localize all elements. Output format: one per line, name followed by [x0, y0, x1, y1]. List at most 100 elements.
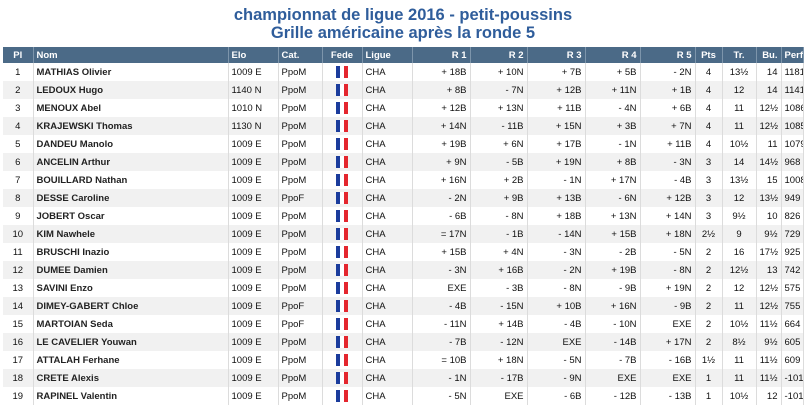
column-header: Bu.: [756, 47, 782, 63]
cell: 10½: [722, 135, 757, 153]
cell: 12: [3, 261, 34, 279]
table-row: 17 ATTALAH Ferhane 1009 E PpoM CHA = 10B + 18N…: [3, 351, 804, 369]
cell: 4: [695, 81, 723, 99]
cell: 1181: [781, 63, 804, 81]
cell: + 16N: [585, 297, 641, 315]
table-row: 6 ANCELIN Arthur 1009 E PpoM CHA + 9N - 5B + 19…: [3, 153, 804, 171]
cell: - 16B: [640, 351, 696, 369]
flag-icon: [336, 228, 348, 240]
cell: 12: [756, 387, 782, 405]
fede-cell: [322, 279, 363, 297]
cell: 15: [756, 171, 782, 189]
cell: + 15B: [585, 225, 641, 243]
cell: 13½: [756, 189, 782, 207]
cell: - 15N: [470, 297, 528, 315]
cell: PpoM: [278, 387, 323, 405]
cell: + 7B: [527, 63, 586, 81]
cell: - 6B: [412, 207, 471, 225]
flag-icon: [336, 156, 348, 168]
cell: 11½: [756, 315, 782, 333]
cell: 1½: [695, 351, 723, 369]
cell: - 5N: [640, 243, 696, 261]
cell: + 9N: [412, 153, 471, 171]
table-row: 7 BOUILLARD Nathan 1009 E PpoM CHA + 16N + 2B -…: [3, 171, 804, 189]
cell: - 8N: [640, 261, 696, 279]
cell: 609: [781, 351, 804, 369]
cell: + 8B: [585, 153, 641, 171]
cell: 12½: [756, 117, 782, 135]
cell: 1009 E: [228, 387, 279, 405]
cell: - 2N: [412, 189, 471, 207]
fede-cell: [322, 387, 363, 405]
cell: CHA: [362, 387, 413, 405]
flag-icon: [336, 354, 348, 366]
cell: - 3N: [412, 261, 471, 279]
cell: = 10B: [412, 351, 471, 369]
column-header: Elo: [228, 47, 279, 63]
cell: - 11N: [412, 315, 471, 333]
table-row: 3 MENOUX Abel 1010 N PpoM CHA + 12B + 13N + 11B…: [3, 99, 804, 117]
player-name: ATTALAH Ferhane: [33, 351, 229, 369]
cell: 1009 E: [228, 189, 279, 207]
cell: -101: [781, 387, 804, 405]
cell: 2: [695, 243, 723, 261]
cell: - 10N: [585, 315, 641, 333]
column-header: R 1: [412, 47, 471, 63]
cell: PpoM: [278, 243, 323, 261]
cell: + 19B: [585, 261, 641, 279]
cell: 1010 N: [228, 99, 279, 117]
cell: + 4N: [470, 243, 528, 261]
cell: 4: [695, 63, 723, 81]
player-name: MARTOIAN Seda: [33, 315, 229, 333]
cell: 10½: [722, 387, 757, 405]
cell: - 1N: [585, 135, 641, 153]
cell: PpoM: [278, 351, 323, 369]
cell: - 5N: [412, 387, 471, 405]
player-name: DUMEE Damien: [33, 261, 229, 279]
cell: + 19N: [640, 279, 696, 297]
cell: + 8B: [412, 81, 471, 99]
cell: 11: [722, 369, 757, 387]
cell: 10: [756, 207, 782, 225]
cell: + 10N: [470, 63, 528, 81]
cell: + 1B: [640, 81, 696, 99]
flag-icon: [336, 174, 348, 186]
cell: PpoF: [278, 189, 323, 207]
cell: - 9B: [585, 279, 641, 297]
cell: 9: [3, 207, 34, 225]
flag-icon: [336, 84, 348, 96]
cell: 1009 E: [228, 333, 279, 351]
cell: PpoM: [278, 117, 323, 135]
cell: - 6N: [585, 189, 641, 207]
player-name: JOBERT Oscar: [33, 207, 229, 225]
cell: 11: [3, 243, 34, 261]
cell: - 2B: [585, 243, 641, 261]
fede-cell: [322, 225, 363, 243]
cell: CHA: [362, 225, 413, 243]
cell: + 19N: [527, 153, 586, 171]
cell: 13½: [722, 171, 757, 189]
cell: 10: [3, 225, 34, 243]
fede-cell: [322, 297, 363, 315]
player-name: KIM Nawhele: [33, 225, 229, 243]
cell: PpoM: [278, 153, 323, 171]
cell: + 6N: [470, 135, 528, 153]
cell: 755: [781, 297, 804, 315]
cell: 5: [3, 135, 34, 153]
cell: 1141: [781, 81, 804, 99]
cell: 18: [3, 369, 34, 387]
cell: + 13N: [470, 99, 528, 117]
table-row: 19 RAPINEL Valentin 1009 E PpoM CHA - 5N EXE - …: [3, 387, 804, 405]
cell: - 4B: [527, 315, 586, 333]
cell: 9½: [722, 207, 757, 225]
cell: 12½: [756, 297, 782, 315]
cell: 11: [722, 99, 757, 117]
cell: CHA: [362, 315, 413, 333]
fede-cell: [322, 207, 363, 225]
cell: CHA: [362, 135, 413, 153]
cell: 1009 E: [228, 261, 279, 279]
flag-icon: [336, 264, 348, 276]
cell: - 8N: [527, 279, 586, 297]
column-header: Ligue: [362, 47, 413, 63]
cell: 11: [722, 297, 757, 315]
